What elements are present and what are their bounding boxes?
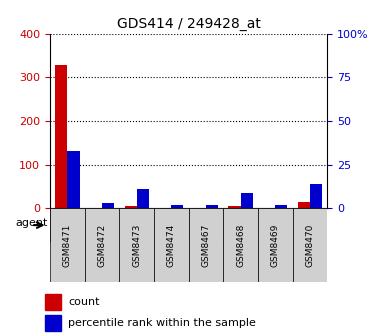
- FancyBboxPatch shape: [119, 208, 154, 282]
- FancyBboxPatch shape: [258, 208, 293, 282]
- Text: GSM8474: GSM8474: [167, 224, 176, 267]
- Bar: [241, 193, 253, 208]
- Text: GSM8467: GSM8467: [201, 223, 211, 267]
- Bar: [67, 151, 79, 208]
- Bar: [124, 206, 137, 208]
- FancyBboxPatch shape: [223, 208, 258, 282]
- Text: GSM8468: GSM8468: [236, 223, 245, 267]
- Bar: [45, 294, 62, 310]
- Text: GSM8473: GSM8473: [132, 223, 141, 267]
- Title: GDS414 / 249428_at: GDS414 / 249428_at: [117, 17, 261, 31]
- FancyBboxPatch shape: [189, 208, 327, 242]
- Text: percentile rank within the sample: percentile rank within the sample: [68, 318, 256, 328]
- Bar: [298, 202, 310, 208]
- FancyBboxPatch shape: [50, 208, 85, 282]
- FancyBboxPatch shape: [50, 208, 189, 242]
- FancyBboxPatch shape: [85, 208, 119, 282]
- Text: air: air: [251, 220, 265, 230]
- Bar: [55, 65, 67, 208]
- Bar: [102, 203, 114, 208]
- Bar: [229, 206, 241, 208]
- Text: count: count: [68, 297, 99, 307]
- FancyBboxPatch shape: [189, 208, 223, 282]
- Text: agent: agent: [15, 218, 47, 228]
- Text: GSM8471: GSM8471: [63, 223, 72, 267]
- Text: GSM8469: GSM8469: [271, 223, 280, 267]
- Text: GSM8470: GSM8470: [305, 223, 315, 267]
- Bar: [310, 184, 322, 208]
- FancyBboxPatch shape: [293, 208, 327, 282]
- Bar: [275, 205, 287, 208]
- Text: ethylene: ethylene: [95, 220, 144, 230]
- Bar: [45, 315, 62, 331]
- Text: GSM8472: GSM8472: [97, 224, 107, 267]
- Bar: [137, 189, 149, 208]
- Bar: [171, 205, 183, 208]
- FancyBboxPatch shape: [154, 208, 189, 282]
- Bar: [206, 205, 218, 208]
